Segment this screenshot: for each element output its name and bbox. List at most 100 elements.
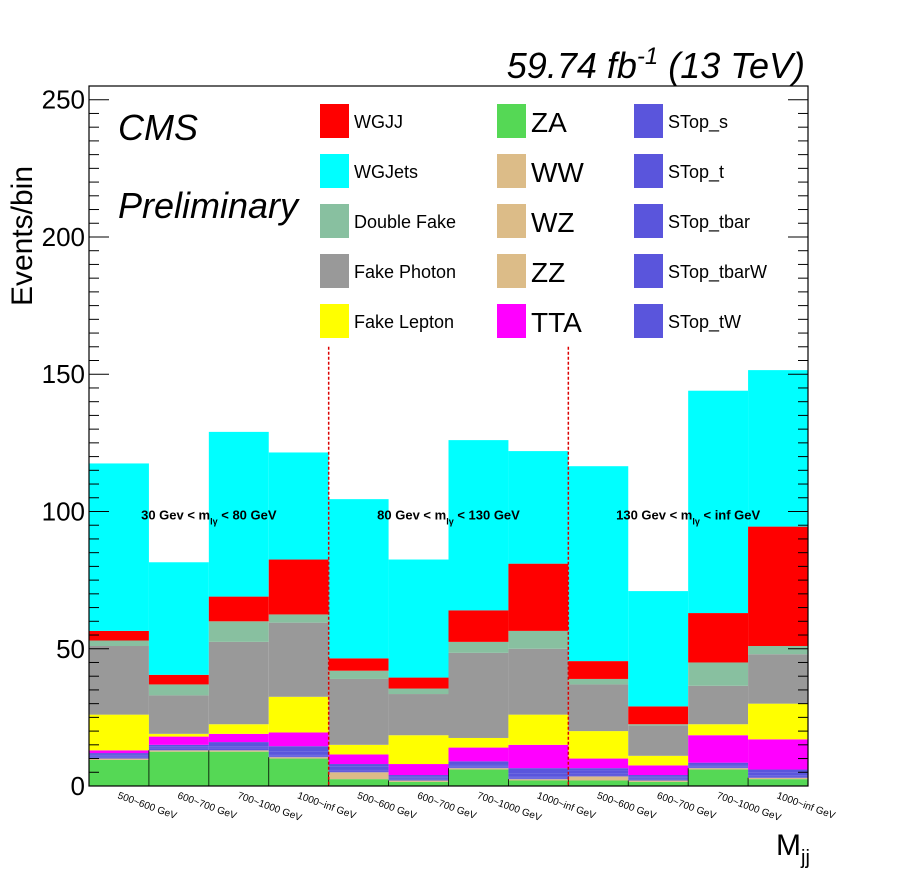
bar-segment-stop-s [448,767,509,769]
bar-segment-double-fake [448,641,509,653]
y-tick-label: 200 [42,222,85,252]
bar-segment-tta [388,764,449,776]
bar-segment-double-fake [568,678,629,685]
bar-segment-stop-t [328,770,389,772]
bar-segment-stop-tbar [568,773,629,775]
legend-swatch [634,104,663,138]
bar-segment-stop-s [208,749,269,751]
bar-segment-za [388,781,449,786]
bar-segment-wgjj [688,613,749,663]
legend: WGJJ WGJets Double Fake Fake Photon Fake Lep… [320,104,767,338]
bar-segment-tta [568,758,629,769]
bar-segment-stop-tw [208,742,269,747]
bar-segment-stop-s [568,775,629,777]
legend-label: ZZ [531,257,565,288]
bar-segment-double-fake [628,724,689,726]
legend-label: STop_tbar [668,212,750,233]
legend-swatch [634,154,663,188]
bar-segment-stop-tbarw [268,751,329,755]
bar-segment-stop-t [448,766,509,768]
x-tick-label: 1000~inf GeV [775,790,837,821]
x-tick-label: 700~1000 GeV [715,790,783,824]
region-dividers [327,346,570,786]
bar-segment-wgjets [388,559,449,678]
bar-segment-stop-tbar [208,747,269,749]
bar-segment-fake-photon [568,684,629,732]
bar-segment-stop-s [268,756,329,758]
legend-label: Fake Photon [354,262,456,282]
x-tick-label: 600~700 GeV [416,790,478,822]
bar-segment-stop-tbar [748,775,808,776]
bar-segment-stop-tbarw [89,754,149,756]
bar-segment-stop-s [388,779,449,781]
x-tick-label: 700~1000 GeV [475,790,543,824]
bar-segment-stop-t [628,778,689,780]
region-label: 80 Gev < mlγ < 130 GeV [377,508,520,527]
bar-segment-wgjj [148,674,209,685]
bar-segment-ww [268,757,329,759]
bar-segment-fake-lepton [388,735,449,765]
bar-segment-fake-photon [208,641,269,725]
y-tick-label: 150 [42,359,85,389]
bar-segment-stop-tw [89,753,149,755]
legend-label: STop_t [668,162,724,183]
bar-segment-stop-t [748,775,808,777]
bar-segment-fake-photon [448,652,509,738]
bar-segment-stop-tbarw [448,764,509,766]
bar-segment-stop-tbar [388,777,449,779]
bar-segment-wgjj [508,563,569,631]
legend-swatch [320,304,349,338]
bar-segment-double-fake [208,621,269,642]
bar-segment-wgjj [748,526,808,646]
bar-segment-stop-tbar [89,755,149,757]
bar-segment-tta [89,750,149,754]
bar-segment-za [268,758,329,786]
legend-swatch [497,304,526,338]
bar-stack-group [89,370,808,786]
bar-segment-wgjets [148,562,209,675]
bar-segment-ww [568,776,629,781]
bar-segment-stop-tw [388,775,449,777]
bar-segment-stop-t [208,748,269,750]
bar-segment-tta [448,747,509,762]
y-axis-title: Events/bin [6,166,39,306]
bar-segment-fake-lepton [328,744,389,755]
y-tick-label: 50 [56,634,85,664]
bar-segment-fake-lepton [208,724,269,734]
legend-label: Fake Lepton [354,312,454,332]
bar-segment-stop-tw [148,744,209,747]
legend-swatch [497,254,526,288]
legend-swatch [497,204,526,238]
bar-segment-fake-lepton [508,714,569,745]
bar-segment-tta [268,732,329,747]
y-tick-label: 250 [42,85,85,115]
bar-segment-tta [328,754,389,765]
bar-segment-stop-tw [748,769,808,773]
bar-segment-stop-t [268,755,329,757]
legend-swatch [320,104,349,138]
legend-swatch [320,254,349,288]
bar-segment-stop-tw [688,762,749,765]
region-label: 130 Gev < mlγ < inf GeV [616,508,760,527]
bar-segment-double-fake [268,614,329,623]
bar-segment-ww [688,768,749,770]
bar-segment-stop-tbar [688,765,749,767]
x-tick-label: 600~700 GeV [655,790,717,822]
bar-segment-fake-photon [328,678,389,745]
bar-segment-ww [89,758,149,760]
bar-segment-stop-tbarw [148,746,209,748]
bar-segment-wgjj [568,661,629,679]
bar-segment-stop-tbarw [688,764,749,766]
bar-segment-stop-t [688,766,749,768]
bar-segment-wgjets [208,431,269,597]
bar-segment-fake-photon [508,648,569,715]
bar-segment-double-fake [508,630,569,649]
x-tick-label: 1000~inf GeV [296,790,358,821]
bar-segment-stop-tw [448,761,509,765]
legend-swatch [320,154,349,188]
bar-segment-fake-lepton [628,755,689,766]
bar-segment-stop-s [748,776,808,778]
bar-segment-stop-s [148,749,209,751]
bar-segment-stop-s [89,757,149,759]
